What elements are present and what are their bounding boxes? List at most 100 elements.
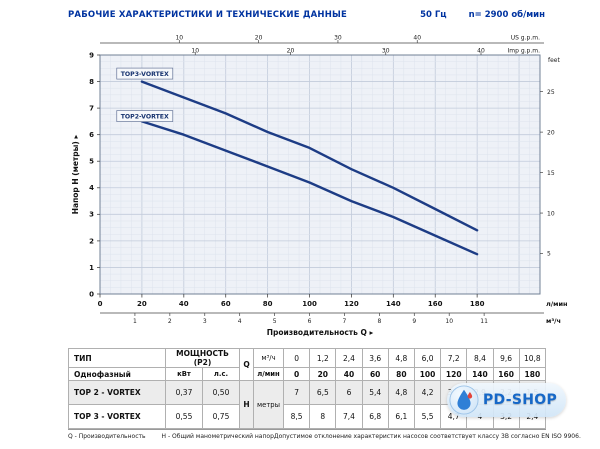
table-value-cell: 4,8: [387, 380, 415, 405]
table-value-cell: 1,2: [309, 348, 337, 368]
pdshop-logo-text: PD-SHOP: [483, 392, 558, 408]
svg-text:TOP3-VORTEX: TOP3-VORTEX: [121, 71, 169, 78]
table-value-cell: 7,2: [440, 348, 468, 368]
power-header-cell: МОЩНОСТЬ (P2): [164, 348, 241, 368]
model-cell-top2: TOP 2 - VORTEX: [68, 380, 166, 405]
svg-text:Производительность Q ▸: Производительность Q ▸: [267, 328, 374, 337]
footnotes: Q - Производительность H - Общий маномет…: [68, 429, 581, 440]
svg-text:180: 180: [470, 300, 485, 308]
svg-text:15: 15: [547, 170, 555, 177]
svg-text:0: 0: [98, 300, 103, 308]
svg-text:5: 5: [89, 158, 94, 166]
table-value-cell: 80: [387, 367, 415, 381]
kw-cell-top2: 0,37: [165, 380, 203, 405]
table-row-q-lmin: Однофазный кВт л.с. л/мин 0 20 40 60 80 100 12…: [68, 367, 547, 381]
svg-text:1: 1: [89, 264, 94, 272]
svg-text:80: 80: [263, 300, 273, 308]
svg-text:4: 4: [89, 184, 94, 192]
table-value-cell: 2,4: [335, 348, 363, 368]
svg-text:160: 160: [428, 300, 443, 308]
svg-text:10: 10: [191, 48, 199, 55]
table-value-cell: 4,8: [387, 348, 415, 368]
svg-text:feet: feet: [548, 57, 560, 64]
table-value-cell: 8,4: [466, 348, 494, 368]
footnote-q: Q - Производительность: [68, 433, 146, 440]
svg-text:100: 100: [302, 300, 317, 308]
table-value-cell: 6,5: [309, 380, 337, 405]
svg-text:8: 8: [377, 318, 381, 325]
table-value-cell: 0: [283, 348, 311, 368]
table-value-cell: 6,8: [361, 404, 389, 429]
svg-text:10: 10: [547, 210, 555, 217]
svg-text:л/мин: л/мин: [546, 300, 568, 308]
table-row-q-m3h: ТИП МОЩНОСТЬ (P2) Q м³/ч 0 1,2 2,4 3,6 4,8 6,…: [68, 348, 547, 381]
table-value-cell: 6: [335, 380, 363, 405]
table-value-cell: 0: [283, 367, 311, 381]
header-specs: 50 Гц n= 2900 об/мин: [420, 10, 545, 20]
svg-text:20: 20: [287, 48, 295, 55]
svg-text:9: 9: [412, 318, 416, 325]
table-value-cell: 140: [466, 367, 494, 381]
svg-text:30: 30: [334, 35, 342, 42]
svg-text:20: 20: [137, 300, 147, 308]
speed-value: n= 2900 об/мин: [468, 10, 545, 20]
table-value-cell: 6,1: [387, 404, 415, 429]
svg-text:5: 5: [273, 318, 277, 325]
svg-text:2: 2: [168, 318, 172, 325]
svg-text:м³/ч: м³/ч: [546, 317, 561, 325]
footnote-definitions: Q - Производительность H - Общий маномет…: [68, 433, 274, 440]
svg-text:TOP2-VORTEX: TOP2-VORTEX: [121, 113, 169, 120]
svg-text:40: 40: [179, 300, 189, 308]
table-value-cell: 100: [413, 367, 442, 381]
svg-text:3: 3: [203, 318, 207, 325]
svg-text:7: 7: [89, 105, 94, 113]
table-value-cell: 60: [361, 367, 389, 381]
table-value-cell: 6,0: [413, 348, 442, 368]
svg-text:2: 2: [89, 237, 94, 245]
model-cell-top3: TOP 3 - VORTEX: [68, 404, 166, 429]
table-value-cell: 180: [518, 367, 547, 381]
svg-text:20: 20: [255, 35, 263, 42]
svg-text:5: 5: [547, 251, 551, 258]
table-value-cell: 5,5: [413, 404, 442, 429]
kw-header-cell: кВт: [165, 367, 203, 381]
svg-text:6: 6: [308, 318, 312, 325]
table-value-cell: 8: [309, 404, 337, 429]
frequency-value: 50 Гц: [420, 10, 447, 20]
footnote-tolerance: Допустимое отклонение характеристик насо…: [273, 433, 581, 440]
svg-text:11: 11: [480, 318, 488, 325]
h-label-cell: H: [239, 380, 255, 429]
svg-text:140: 140: [386, 300, 401, 308]
svg-text:25: 25: [547, 89, 555, 96]
table-value-cell: 120: [440, 367, 468, 381]
chart-canvas: 0 1 2 3 4 5 6 7 8 9 0 20 40 60 80 100 120 140 160 180 л/мин 1…: [71, 35, 568, 338]
table-value-cell: 10,8: [518, 348, 547, 368]
hp-cell-top3: 0,75: [201, 404, 241, 429]
q-unit-m3h-cell: м³/ч: [253, 348, 285, 368]
svg-text:60: 60: [221, 300, 231, 308]
table-value-cell: 20: [309, 367, 337, 381]
svg-text:10: 10: [175, 35, 183, 42]
pump-performance-chart: 0 1 2 3 4 5 6 7 8 9 0 20 40 60 80 100 120 140 160 180 л/мин 1…: [0, 30, 600, 342]
svg-text:7: 7: [343, 318, 347, 325]
svg-text:6: 6: [89, 131, 94, 139]
phase-cell: Однофазный: [68, 367, 166, 381]
table-value-cell: 5,4: [361, 380, 389, 405]
water-drop-icon: [449, 385, 479, 415]
type-header-cell: ТИП: [68, 348, 166, 368]
footnote-h: H - Общий манометрический напор: [161, 433, 274, 440]
q-unit-lmin-cell: л/мин: [253, 367, 285, 381]
svg-text:9: 9: [89, 51, 94, 59]
hp-header-cell: л.с.: [201, 367, 241, 381]
tech-data-table: ТИП МОЩНОСТЬ (P2) Q м³/ч 0 1,2 2,4 3,6 4,8 6,…: [68, 348, 547, 429]
kw-cell-top3: 0,55: [165, 404, 203, 429]
table-value-cell: 7: [283, 380, 311, 405]
svg-text:US g.p.m.: US g.p.m.: [511, 35, 540, 42]
svg-text:0: 0: [89, 290, 94, 298]
svg-text:120: 120: [344, 300, 359, 308]
svg-text:20: 20: [547, 129, 555, 136]
pdshop-watermark: PD-SHOP: [447, 383, 567, 417]
svg-text:4: 4: [238, 318, 242, 325]
svg-text:Напор H (метры) ▸: Напор H (метры) ▸: [71, 135, 80, 215]
